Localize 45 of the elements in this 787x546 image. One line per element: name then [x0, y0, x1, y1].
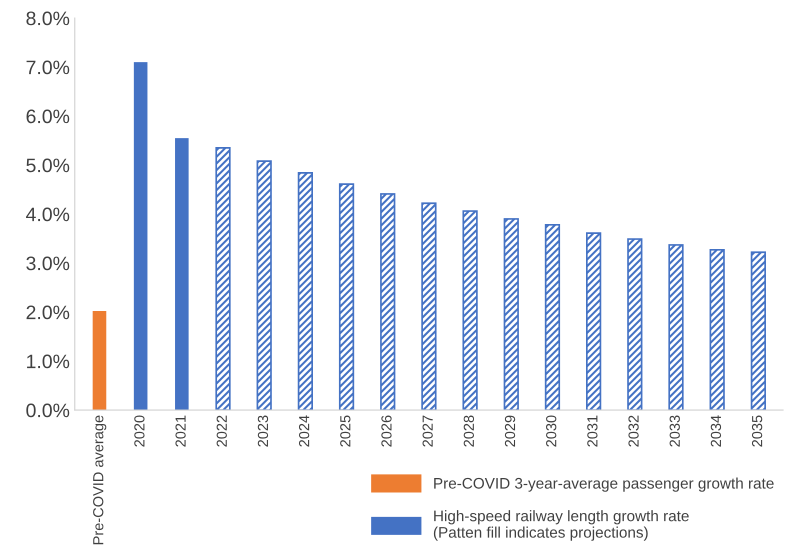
- bar: [92, 311, 106, 410]
- x-tick-label: 2022: [216, 416, 227, 447]
- x-tick-label: 2030: [546, 415, 556, 447]
- x-tick-label: 2025: [340, 416, 350, 447]
- bar: [256, 160, 272, 410]
- x-tick-label: 2028: [464, 416, 474, 447]
- legend-label: High-speed railway length growth rate (Patten fill indicates projections): [434, 510, 689, 541]
- bar: [134, 62, 148, 410]
- x-tick-label: 2034: [710, 415, 722, 447]
- y-tick-label: 5.0%: [26, 158, 70, 172]
- bar: [175, 138, 189, 410]
- x-tick-label: 2024: [298, 415, 310, 447]
- y-tick-label: 0.0%: [26, 404, 70, 418]
- bar: [710, 248, 725, 410]
- y-tick-label: 7.0%: [26, 60, 70, 74]
- x-tick-label: 2027: [422, 416, 433, 447]
- x-tick-label: Pre-COVID average: [93, 416, 106, 544]
- x-tick-label: 2021: [175, 416, 186, 447]
- bar: [750, 251, 766, 410]
- y-tick-label: 4.0%: [26, 208, 70, 222]
- x-tick-label: 2020: [134, 415, 145, 447]
- bar: [504, 218, 519, 410]
- bar: [668, 244, 684, 410]
- x-tick-label: 2023: [258, 416, 268, 447]
- y-tick-label: 8.0%: [26, 11, 70, 26]
- bar: [338, 183, 354, 410]
- bar: [380, 193, 396, 410]
- x-tick-label: 2035: [752, 416, 762, 447]
- x-tick-label: 2026: [381, 416, 392, 447]
- bar: [586, 232, 602, 410]
- x-tick-label: 2031: [587, 416, 598, 447]
- bar: [544, 224, 560, 410]
- bar: [298, 172, 314, 410]
- bar: [462, 210, 478, 410]
- bar: [627, 238, 642, 410]
- y-tick-label: 1.0%: [27, 354, 70, 368]
- x-tick-label: 2032: [628, 416, 639, 447]
- bar: [215, 147, 231, 410]
- y-tick-label: 2.0%: [26, 306, 70, 320]
- bar: [421, 202, 437, 410]
- y-tick-label: 3.0%: [26, 256, 70, 270]
- y-tick-label: 6.0%: [26, 109, 70, 124]
- x-tick-label: 2029: [504, 416, 516, 447]
- x-tick-label: 2033: [670, 416, 680, 447]
- legend-label: Pre-COVID 3-year-average passenger growth rate: [434, 477, 774, 492]
